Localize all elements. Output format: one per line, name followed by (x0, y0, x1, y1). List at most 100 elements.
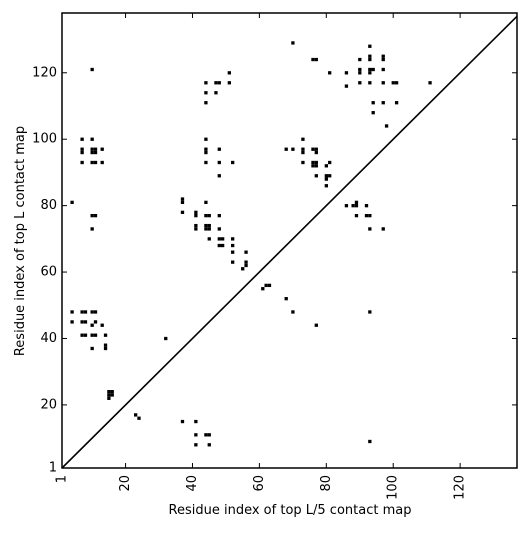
data-point (90, 227, 94, 231)
data-point (107, 393, 111, 397)
data-point (93, 310, 98, 314)
data-point (314, 147, 318, 151)
data-point (368, 44, 372, 48)
data-point (220, 237, 225, 241)
data-point (291, 310, 295, 314)
data-point (354, 200, 359, 205)
data-point (231, 160, 235, 165)
data-point (261, 287, 265, 291)
data-point (217, 213, 221, 218)
data-point (344, 204, 349, 208)
data-point (381, 81, 385, 85)
data-point (311, 147, 315, 151)
data-point (311, 57, 315, 62)
data-point (207, 223, 211, 228)
data-point (428, 81, 432, 85)
data-point (204, 147, 208, 151)
data-point (164, 336, 168, 341)
data-point (194, 227, 198, 231)
data-point (328, 174, 332, 178)
data-point (241, 267, 245, 271)
data-point (204, 101, 208, 105)
data-point (214, 91, 218, 95)
data-point (107, 390, 111, 394)
data-point (100, 323, 104, 327)
data-point (267, 283, 272, 288)
data-point (107, 396, 111, 400)
y-tick-label: 100 (32, 132, 57, 147)
data-point (324, 164, 328, 168)
data-point (93, 150, 98, 155)
data-point (231, 250, 235, 254)
data-point (328, 71, 332, 75)
data-point (358, 71, 362, 75)
data-point (103, 333, 108, 337)
data-point (381, 54, 385, 58)
data-point (204, 227, 208, 231)
marks-layer (70, 41, 432, 447)
data-point (80, 320, 84, 324)
data-point (244, 260, 248, 264)
data-point (194, 433, 198, 437)
y-tick-label: 1 (49, 461, 57, 476)
data-point (301, 147, 305, 151)
data-point (204, 223, 208, 228)
data-point (207, 227, 211, 231)
y-tick-label: 20 (40, 397, 57, 412)
data-point (324, 184, 328, 188)
data-point (311, 160, 315, 165)
data-point (291, 147, 295, 151)
data-point (134, 413, 138, 417)
data-point (70, 310, 74, 314)
data-point (194, 443, 198, 447)
plot-frame (61, 12, 518, 469)
data-point (93, 333, 98, 337)
data-point (368, 71, 372, 75)
data-point (227, 81, 231, 85)
data-point (204, 150, 208, 155)
data-point (180, 419, 185, 424)
data-point (371, 101, 375, 105)
data-point (90, 310, 94, 314)
data-point (80, 310, 84, 314)
data-point (264, 283, 268, 288)
data-point (207, 433, 211, 437)
data-point (194, 419, 198, 424)
data-point (368, 67, 372, 72)
data-point (207, 443, 211, 447)
data-point (358, 81, 362, 85)
data-point (244, 263, 248, 268)
data-point (314, 164, 318, 168)
x-tick-label: 100 (386, 475, 401, 500)
data-point (214, 81, 218, 85)
data-point (344, 71, 349, 75)
diagonal-line (61, 15, 518, 469)
data-point (100, 160, 104, 165)
x-tick-label: 40 (185, 475, 200, 492)
data-point (90, 346, 94, 351)
y-tick-label: 40 (40, 331, 57, 346)
data-point (324, 174, 328, 178)
data-point (90, 67, 94, 72)
data-point (368, 310, 372, 314)
data-point (314, 323, 318, 327)
data-point (227, 71, 231, 75)
data-point (80, 160, 84, 165)
data-point (231, 260, 235, 264)
data-point (90, 213, 94, 218)
diagonal-layer (61, 15, 518, 469)
data-point (381, 57, 385, 62)
data-point (284, 297, 288, 301)
data-point (194, 223, 198, 228)
data-point (217, 81, 221, 85)
data-point (103, 343, 108, 347)
data-point (217, 227, 221, 231)
data-point (324, 177, 328, 181)
data-point (80, 147, 84, 151)
data-point (180, 210, 185, 214)
data-point (217, 147, 221, 151)
data-point (180, 197, 185, 201)
data-point (204, 160, 208, 165)
